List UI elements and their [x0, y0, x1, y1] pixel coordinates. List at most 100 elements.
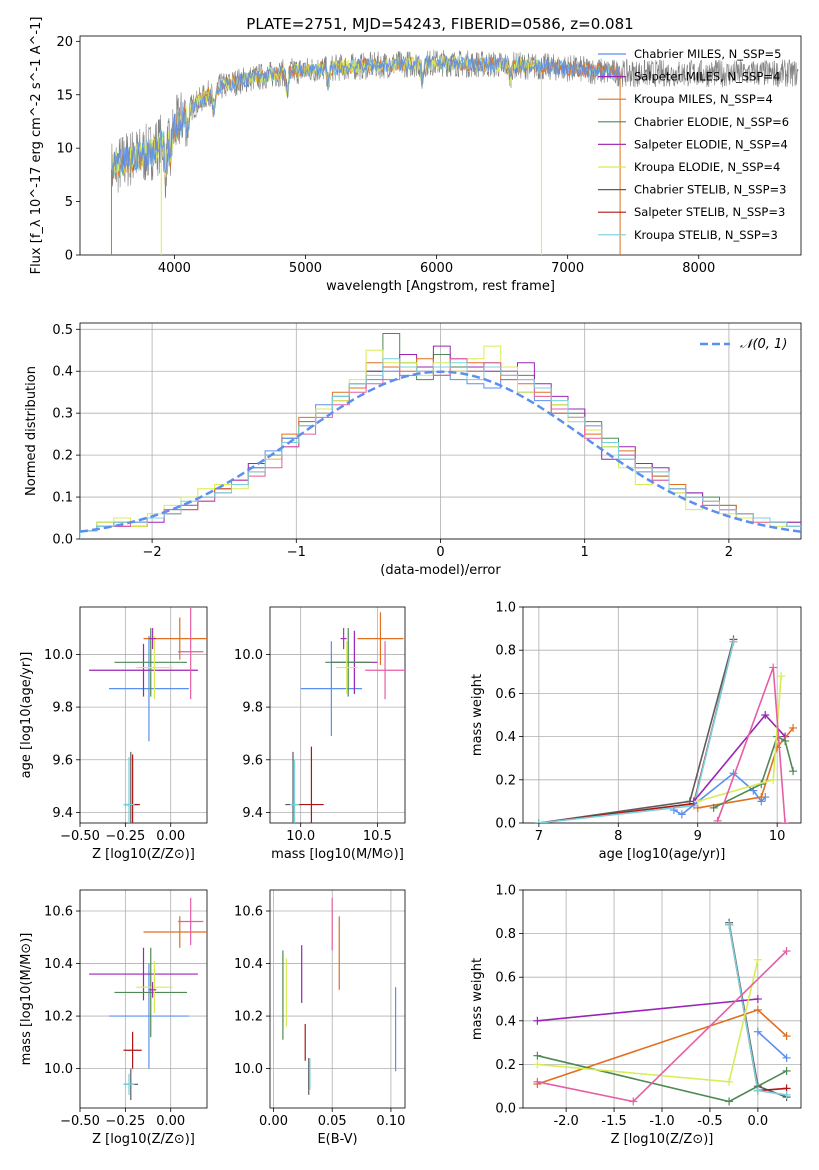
y-tick-label: 0.0 — [52, 533, 73, 548]
y-tick-label: 0.2 — [495, 1058, 516, 1073]
x-tick-label: 6000 — [420, 261, 453, 276]
y-tick-label: 0.3 — [52, 407, 73, 422]
x-tick-label: 4000 — [158, 261, 191, 276]
y-tick-label: 5 — [65, 195, 73, 210]
plot-frame — [79, 889, 208, 1109]
y-tick-label: 10.0 — [44, 648, 73, 663]
age_vs_mass-panel: 10.0 10.5 9.4 9.6 9.8 10.0 mass [log10(M/M⊙)] — [234, 606, 406, 862]
x-tick-label: 5000 — [289, 261, 322, 276]
y-tick-label: 9.4 — [52, 806, 73, 821]
legend-label: Chabrier STELIB, N_SSP=3 — [634, 183, 786, 197]
x-tick-label: 0.00 — [259, 1114, 288, 1129]
mass_vs_EBV-panel: 0.00 0.05 0.10 10.0 10.2 10.4 10.6 E(B-V) — [234, 889, 406, 1147]
legend-label: 𝒩(0, 1) — [740, 337, 787, 352]
x-tick-label: −2 — [143, 545, 162, 560]
x-axis-label: mass [log10(M/M⊙)] — [271, 847, 404, 862]
residuals-panel: −2 −1 0 1 2 0.0 0.1 0.2 0.3 0.4 0.5 (data-model)/er… — [24, 322, 802, 578]
spectrum-model-line — [112, 54, 621, 175]
gaussian-reference-line — [80, 370, 801, 533]
legend-label: Chabrier ELODIE, N_SSP=6 — [634, 115, 789, 129]
plot-frame — [522, 889, 802, 1109]
y-tick-label: 15 — [56, 88, 73, 103]
ticks: −0.50 −0.25 0.00 10.0 10.2 10.4 10.6 — [44, 905, 185, 1129]
x-tick-label: 0.05 — [318, 1114, 347, 1129]
plot-frame — [522, 606, 802, 824]
y-tick-label: 9.8 — [242, 701, 263, 716]
x-tick-label: 8 — [614, 829, 622, 844]
histogram-series — [80, 366, 801, 539]
x-axis-label: wavelength [Angstrom, rest frame] — [326, 279, 555, 294]
x-tick-label: -1.5 — [601, 1114, 626, 1129]
ticks: 0.00 0.05 0.10 10.0 10.2 10.4 10.6 — [234, 905, 405, 1129]
x-tick-label: 10.5 — [363, 829, 392, 844]
y-axis-label: mass [log10(M/M⊙)] — [19, 933, 34, 1066]
plot-frame — [79, 35, 802, 256]
y-tick-label: 0.5 — [52, 323, 73, 338]
y-tick-label: 0.2 — [52, 449, 73, 464]
y-tick-label: 20 — [56, 35, 73, 50]
spectrum-legend: Chabrier MILES, N_SSP=5 Salpeter MILES, N… — [598, 47, 789, 242]
legend-label: Kroupa ELODIE, N_SSP=4 — [634, 160, 780, 174]
y-axis-label: Flux [f_λ 10^-17 erg cm^-2 s^-1 A^-1] — [29, 17, 44, 275]
x-tick-label: −1 — [287, 545, 306, 560]
x-tick-label: −0.50 — [60, 829, 100, 844]
x-tick-label: 0.10 — [376, 1114, 405, 1129]
figure-title: PLATE=2751, MJD=54243, FIBERID=0586, z=0… — [246, 15, 633, 33]
x-tick-label: -2.0 — [553, 1114, 578, 1129]
y-tick-label: 10.6 — [44, 905, 73, 920]
plot-frame — [269, 889, 406, 1109]
spectrum-lines — [110, 49, 799, 255]
y-tick-label: 0.6 — [495, 971, 516, 986]
legend-label: Kroupa STELIB, N_SSP=3 — [634, 228, 778, 242]
x-axis-label: E(B-V) — [317, 1132, 357, 1147]
ticks: 4000 5000 6000 7000 8000 0 5 10 15 20 — [56, 35, 715, 276]
x-axis-label: age [log10(age/yr)] — [599, 847, 726, 862]
y-tick-label: 10.2 — [234, 1010, 263, 1025]
x-tick-label: 8000 — [682, 261, 715, 276]
x-tick-label: −0.25 — [105, 829, 145, 844]
errorbars — [89, 897, 207, 1101]
y-tick-label: 10.0 — [234, 1062, 263, 1077]
errorbars — [89, 607, 207, 823]
x-tick-label: 0.00 — [156, 829, 185, 844]
y-axis-label: mass weight — [470, 958, 485, 1040]
y-tick-label: 10.2 — [44, 1010, 73, 1025]
x-tick-label: 9 — [694, 829, 702, 844]
weight-series-line — [538, 639, 735, 823]
ticks: 7 8 9 10 0.0 0.2 0.4 0.6 0.8 1.0 — [495, 601, 785, 845]
x-axis-label: Z [log10(Z/Z⊙)] — [611, 1132, 714, 1147]
y-tick-label: 0.4 — [495, 1014, 516, 1029]
y-tick-label: 0.2 — [495, 773, 516, 788]
y-tick-label: 0.1 — [52, 491, 73, 506]
y-tick-label: 0.0 — [495, 817, 516, 832]
y-tick-label: 9.6 — [242, 753, 263, 768]
legend-label: Salpeter ELODIE, N_SSP=4 — [634, 137, 788, 151]
errorbars — [282, 897, 397, 1095]
y-tick-label: 9.6 — [52, 753, 73, 768]
x-tick-label: -0.5 — [697, 1114, 722, 1129]
ticks: 10.0 10.5 9.4 9.6 9.8 10.0 — [234, 648, 392, 844]
weight-series-line — [537, 998, 758, 1022]
plot-frame — [79, 606, 208, 824]
y-axis-label: mass weight — [470, 674, 485, 756]
grid — [80, 323, 801, 540]
mass_weight_vs_age-panel: 7 8 9 10 0.0 0.2 0.4 0.6 0.8 1.0 age [log10(age/yr… — [470, 601, 802, 862]
y-tick-label: 10.4 — [234, 957, 263, 972]
weight-lines — [534, 635, 798, 823]
y-axis-label: Normed distribution — [24, 366, 39, 496]
y-tick-label: 1.0 — [495, 884, 516, 899]
weight-lines — [533, 918, 791, 1106]
x-tick-label: -1.0 — [649, 1114, 674, 1129]
y-tick-label: 10.6 — [234, 905, 263, 920]
histograms — [80, 333, 801, 539]
errorbars — [285, 612, 405, 823]
y-tick-label: 10.4 — [44, 957, 73, 972]
x-tick-label: 10 — [769, 829, 786, 844]
x-axis-label: (data-model)/error — [380, 563, 501, 578]
grid — [79, 607, 207, 823]
mass_weight_vs_Z-panel: -2.0 -1.5 -1.0 -0.5 0.0 0.0 0.2 0.4 0.6 0.8 1.0 Z [… — [470, 884, 802, 1147]
legend-label: Salpeter MILES, N_SSP=4 — [634, 70, 780, 84]
weight-series-line — [673, 772, 766, 816]
y-tick-label: 9.4 — [242, 806, 263, 821]
y-tick-label: 0.4 — [495, 730, 516, 745]
